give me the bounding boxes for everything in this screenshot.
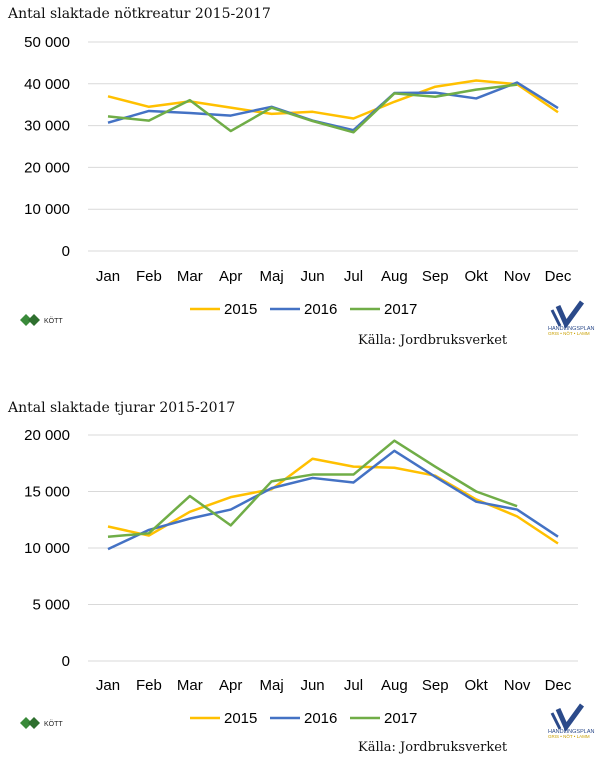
x-tick-label: Feb	[136, 268, 162, 285]
x-tick-label: Mar	[177, 268, 203, 285]
legend-label: 2015	[224, 710, 257, 727]
chart-source: Källa: Jordbruksverket	[358, 740, 508, 755]
x-tick-label: Okt	[465, 677, 489, 694]
line-chart-notkreatur: 0 10 000 20 000 30 000 40 000 50 000 Jan Feb Mar…	[24, 34, 578, 318]
x-tick-label: Sep	[422, 268, 449, 285]
series-line-2015	[107, 457, 559, 545]
y-tick-label: 10 000	[24, 540, 70, 557]
handlingsplan-logo-text: HANDLINGSPLAN	[548, 729, 594, 735]
series-line-2017	[107, 83, 518, 134]
y-tick-label: 15 000	[24, 484, 70, 501]
x-tick-label: Dec	[545, 677, 572, 694]
handlingsplan-logo: HANDLINGSPLAN GRIS • NÖT • LAMM	[548, 703, 598, 744]
series-line-2016	[107, 449, 559, 551]
legend-label: 2017	[384, 301, 417, 318]
x-tick-label: Mar	[177, 677, 203, 694]
x-tick-label: Jul	[344, 677, 363, 694]
kott-logo: KÖTT	[18, 310, 68, 335]
y-tick-label: 20 000	[24, 159, 70, 176]
x-tick-label: Maj	[260, 677, 284, 694]
kott-logo-text: KÖTT	[44, 317, 63, 325]
y-tick-label: 0	[62, 653, 70, 670]
handlingsplan-logo-subtext: GRIS • NÖT • LAMM	[548, 330, 590, 336]
x-tick-label: Jun	[300, 268, 324, 285]
x-tick-label: Jul	[344, 268, 363, 285]
chart-block-2: Antal slaktade tjurar 2015-2017 0 5 000 10…	[0, 395, 604, 770]
x-tick-label: Feb	[136, 677, 162, 694]
handlingsplan-logo-text: HANDLINGSPLAN	[548, 326, 594, 332]
legend-label: 2017	[384, 710, 417, 727]
legend-label: 2015	[224, 301, 257, 318]
x-tick-label: Apr	[219, 677, 242, 694]
y-tick-label: 20 000	[24, 427, 70, 444]
y-tick-label: 50 000	[24, 34, 70, 51]
x-tick-label: Sep	[422, 677, 449, 694]
y-tick-label: 10 000	[24, 201, 70, 218]
y-tick-label: 30 000	[24, 118, 70, 135]
x-tick-label: Okt	[465, 268, 489, 285]
y-tick-label: 40 000	[24, 76, 70, 93]
x-tick-label: Jun	[300, 677, 324, 694]
kott-logo: KÖTT	[18, 713, 68, 738]
x-tick-label: Jan	[96, 268, 120, 285]
chart-title: Antal slaktade nötkreatur 2015-2017	[8, 6, 271, 22]
x-tick-label: Nov	[504, 268, 531, 285]
kott-logo-text: KÖTT	[44, 720, 63, 728]
y-tick-label: 5 000	[32, 597, 70, 614]
line-chart-tjurar: 0 5 000 10 000 15 000 20 000 Jan Feb Mar Apr Maj J…	[24, 427, 578, 727]
chart-title: Antal slaktade tjurar 2015-2017	[8, 400, 236, 416]
y-tick-label: 0	[62, 243, 70, 260]
legend-label: 2016	[304, 301, 337, 318]
x-tick-label: Apr	[219, 268, 242, 285]
series-line-2017	[107, 439, 518, 538]
x-tick-label: Aug	[381, 677, 408, 694]
x-tick-label: Aug	[381, 268, 408, 285]
chart-source: Källa: Jordbruksverket	[358, 333, 508, 348]
legend-label: 2016	[304, 710, 337, 727]
x-tick-label: Maj	[260, 268, 284, 285]
chart-block-1: Antal slaktade nötkreatur 2015-2017 0 10 …	[0, 0, 604, 380]
x-tick-label: Jan	[96, 677, 120, 694]
x-tick-label: Nov	[504, 677, 531, 694]
handlingsplan-logo-subtext: GRIS • NÖT • LAMM	[548, 733, 590, 739]
x-tick-label: Dec	[545, 268, 572, 285]
handlingsplan-logo: HANDLINGSPLAN GRIS • NÖT • LAMM	[548, 300, 598, 341]
